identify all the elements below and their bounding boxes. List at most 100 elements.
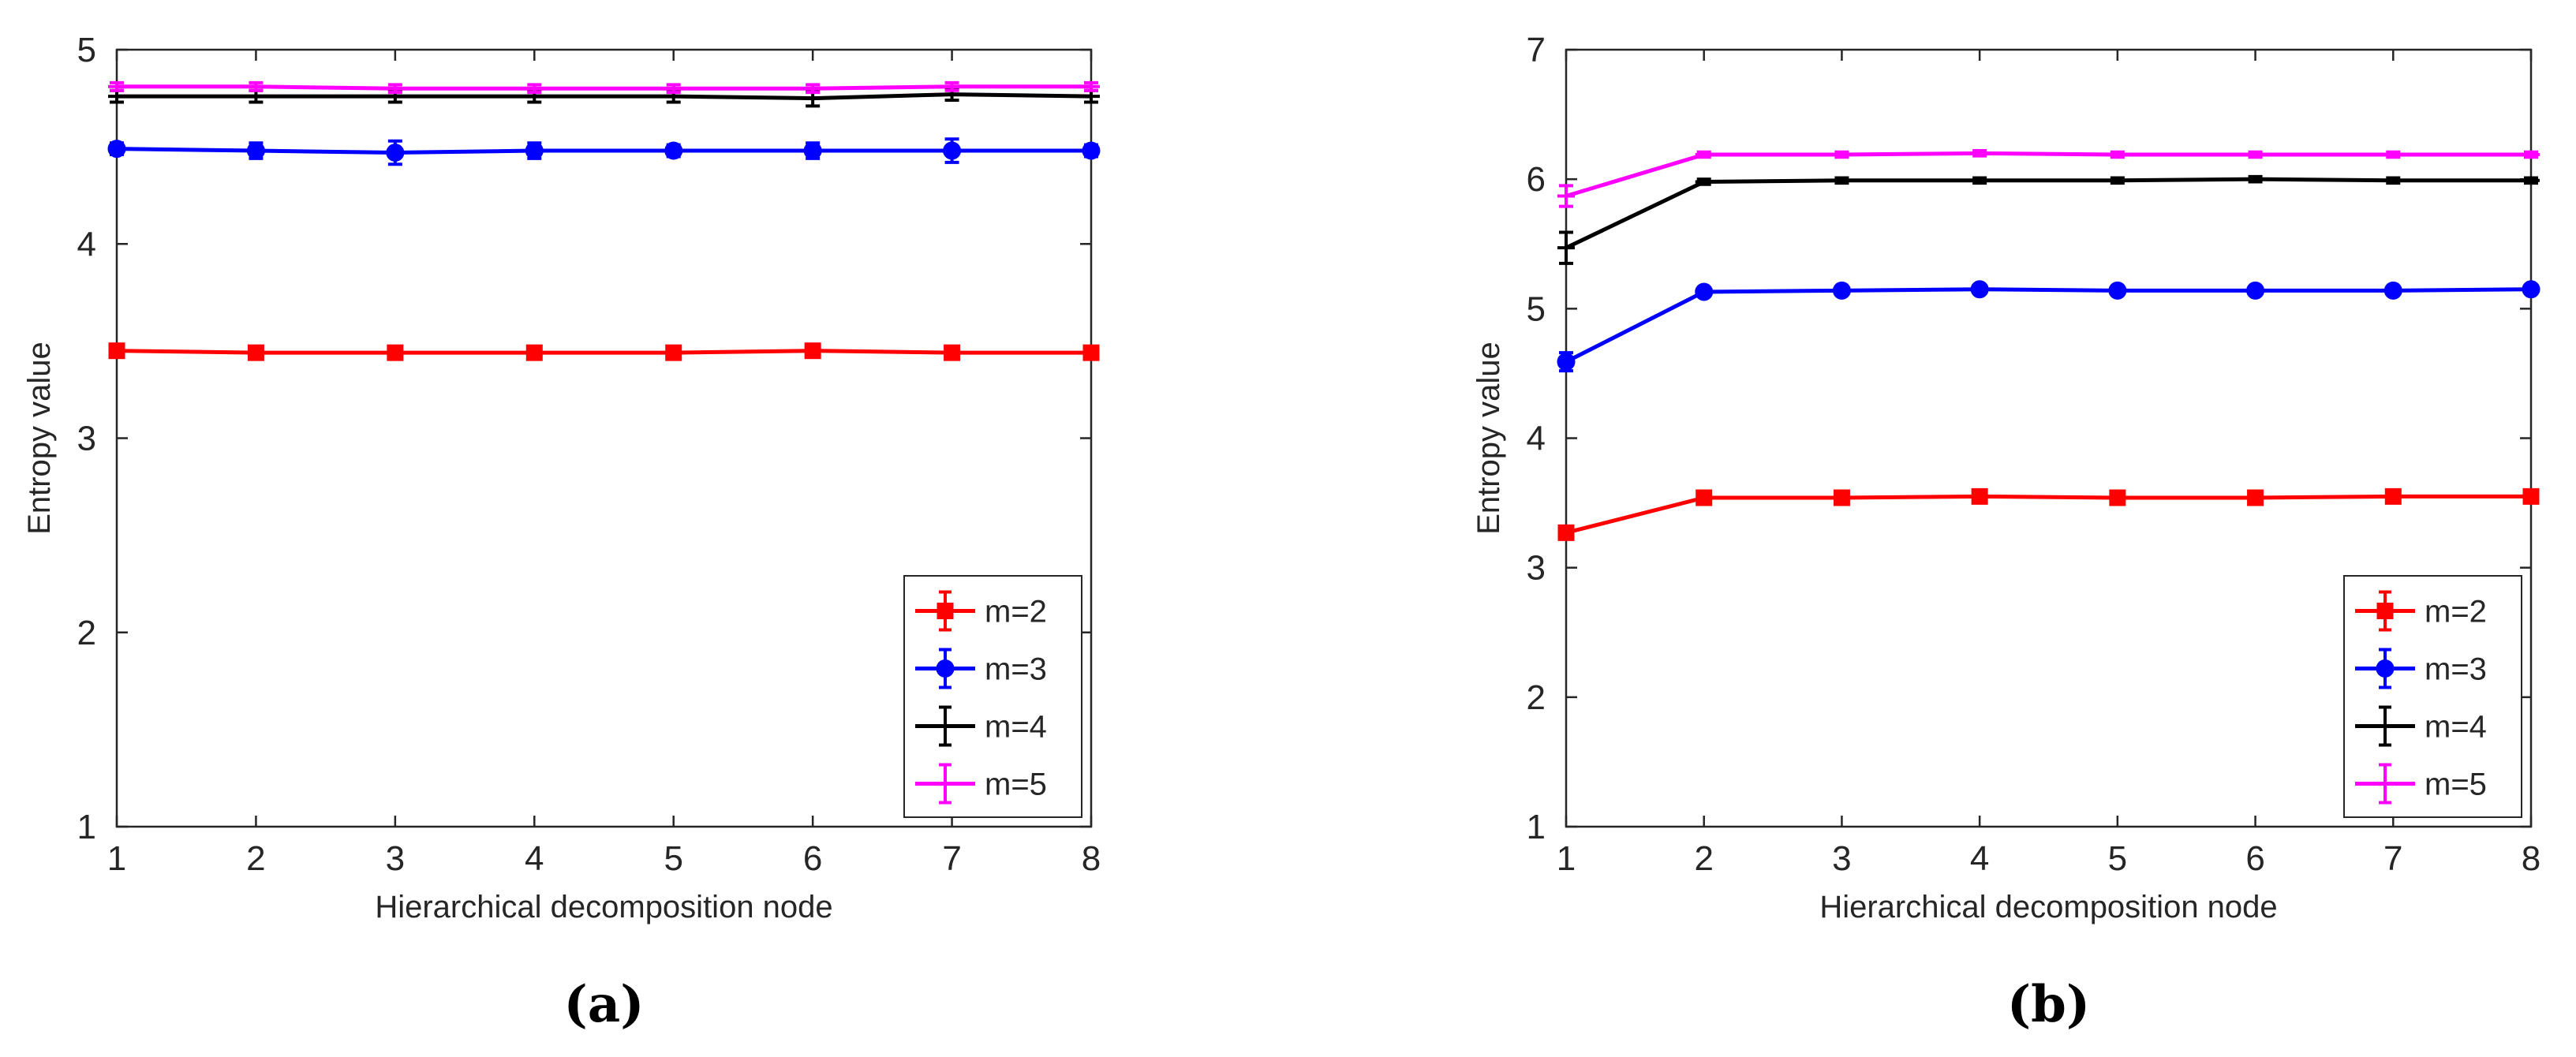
data-point bbox=[525, 344, 543, 361]
data-point bbox=[1695, 282, 1714, 301]
legend-box bbox=[2343, 575, 2522, 818]
data-point bbox=[246, 141, 265, 160]
data-point bbox=[1082, 141, 1101, 160]
data-point bbox=[1970, 280, 1989, 299]
data-point bbox=[108, 342, 125, 360]
x-tick-label: 7 bbox=[2383, 839, 2402, 878]
legend: m=2 m=3 m=4 m=5 bbox=[2343, 575, 2522, 818]
y-axis-label: Entropy value bbox=[1471, 342, 1506, 535]
data-point bbox=[664, 141, 683, 160]
data-point bbox=[1082, 344, 1100, 361]
x-tick-label: 2 bbox=[246, 839, 265, 878]
panel-label: (b) bbox=[2007, 975, 2090, 1034]
x-tick-label: 2 bbox=[1694, 839, 1713, 878]
series-m=3 bbox=[1557, 280, 2540, 373]
series-line bbox=[117, 92, 1092, 101]
data-point bbox=[665, 344, 682, 361]
data-point bbox=[1833, 489, 1850, 506]
data-point bbox=[943, 141, 962, 160]
x-tick-label: 3 bbox=[1832, 839, 1851, 878]
data-point bbox=[1832, 281, 1851, 300]
data-point bbox=[944, 344, 961, 361]
data-point bbox=[2522, 487, 2540, 505]
y-tick-label: 2 bbox=[1527, 678, 1546, 717]
legend-label: m=5 bbox=[2425, 768, 2487, 802]
y-tick-label: 4 bbox=[1527, 420, 1546, 458]
legend-marker bbox=[936, 659, 955, 678]
x-tick-label: 1 bbox=[107, 839, 126, 878]
data-point bbox=[525, 141, 544, 160]
legend-label: m=4 bbox=[985, 710, 1047, 745]
data-point bbox=[1557, 524, 1575, 541]
series-line bbox=[117, 84, 1091, 91]
x-tick-label: 8 bbox=[2522, 839, 2540, 878]
series-line bbox=[116, 349, 1091, 355]
legend-label: m=4 bbox=[2425, 710, 2487, 745]
x-tick-label: 7 bbox=[942, 839, 961, 878]
data-point bbox=[387, 344, 404, 361]
x-tick-label: 4 bbox=[525, 839, 544, 878]
y-tick-label: 1 bbox=[77, 808, 96, 846]
series-line bbox=[1565, 151, 2531, 198]
series-m=4 bbox=[1557, 174, 2540, 265]
panel-label: (a) bbox=[563, 975, 644, 1034]
y-tick-label: 7 bbox=[1527, 31, 1546, 69]
x-tick-label: 5 bbox=[2108, 839, 2127, 878]
legend-label: m=3 bbox=[2425, 652, 2487, 687]
legend-marker bbox=[2376, 603, 2394, 619]
data-point bbox=[2109, 489, 2126, 506]
x-tick-label: 5 bbox=[664, 839, 682, 878]
data-point bbox=[2247, 489, 2264, 506]
data-point bbox=[247, 344, 264, 361]
legend: m=2 m=3 m=4 m=5 bbox=[903, 575, 1082, 818]
series-line bbox=[116, 147, 1091, 155]
x-tick-label: 1 bbox=[1557, 839, 1576, 878]
data-point bbox=[1557, 353, 1576, 372]
legend-label: m=3 bbox=[985, 652, 1047, 687]
x-tick-label: 6 bbox=[803, 839, 822, 878]
series-m=4 bbox=[108, 87, 1100, 108]
chart-panel-b: 1 2 3 4 5 6 7 8 1 2 3 4 5 6 7 Hierarchical decompositio… bbox=[1471, 31, 2540, 1034]
series-m=2 bbox=[1557, 487, 2540, 541]
data-point bbox=[1696, 489, 1713, 506]
x-tick-label: 3 bbox=[386, 839, 405, 878]
legend-marker bbox=[937, 603, 954, 619]
legend-box bbox=[903, 575, 1082, 818]
x-tick-label: 4 bbox=[1970, 839, 1989, 878]
y-tick-label: 6 bbox=[1527, 160, 1546, 199]
data-point bbox=[107, 140, 126, 159]
series-line bbox=[1565, 494, 2531, 535]
data-point bbox=[804, 342, 821, 360]
data-point bbox=[2383, 281, 2402, 300]
legend-label: m=2 bbox=[985, 595, 1047, 629]
data-point bbox=[803, 141, 822, 160]
data-point bbox=[2522, 280, 2540, 299]
x-axis-label: Hierarchical decomposition node bbox=[1819, 890, 2277, 924]
legend-label: m=5 bbox=[985, 768, 1047, 802]
series-m=2 bbox=[108, 342, 1100, 361]
x-axis-label: Hierarchical decomposition node bbox=[375, 890, 832, 924]
y-tick-label: 3 bbox=[77, 420, 96, 458]
y-tick-label: 1 bbox=[1527, 808, 1546, 846]
x-tick-label: 8 bbox=[1082, 839, 1101, 878]
y-tick-label: 5 bbox=[1527, 289, 1546, 328]
series-line bbox=[1565, 287, 2532, 364]
legend-label: m=2 bbox=[2425, 595, 2487, 629]
series-m=5 bbox=[108, 80, 1100, 95]
y-axis-label: Entropy value bbox=[22, 342, 57, 535]
y-tick-label: 3 bbox=[1527, 549, 1546, 588]
series-line bbox=[1565, 177, 2531, 250]
data-point bbox=[2384, 487, 2402, 505]
y-tick-label: 5 bbox=[77, 31, 96, 69]
chart-panel-a: 1 2 3 4 5 6 7 8 1 2 3 4 5 Hierarchical decomposition … bbox=[22, 31, 1101, 1034]
legend-marker bbox=[2376, 659, 2395, 678]
data-point bbox=[2108, 281, 2127, 300]
data-point bbox=[1971, 487, 1988, 505]
data-point bbox=[386, 144, 405, 162]
series-m=5 bbox=[1557, 149, 2540, 208]
series-m=3 bbox=[107, 137, 1101, 166]
y-tick-label: 2 bbox=[77, 614, 96, 652]
y-tick-label: 4 bbox=[77, 225, 96, 263]
data-point bbox=[2246, 281, 2265, 300]
